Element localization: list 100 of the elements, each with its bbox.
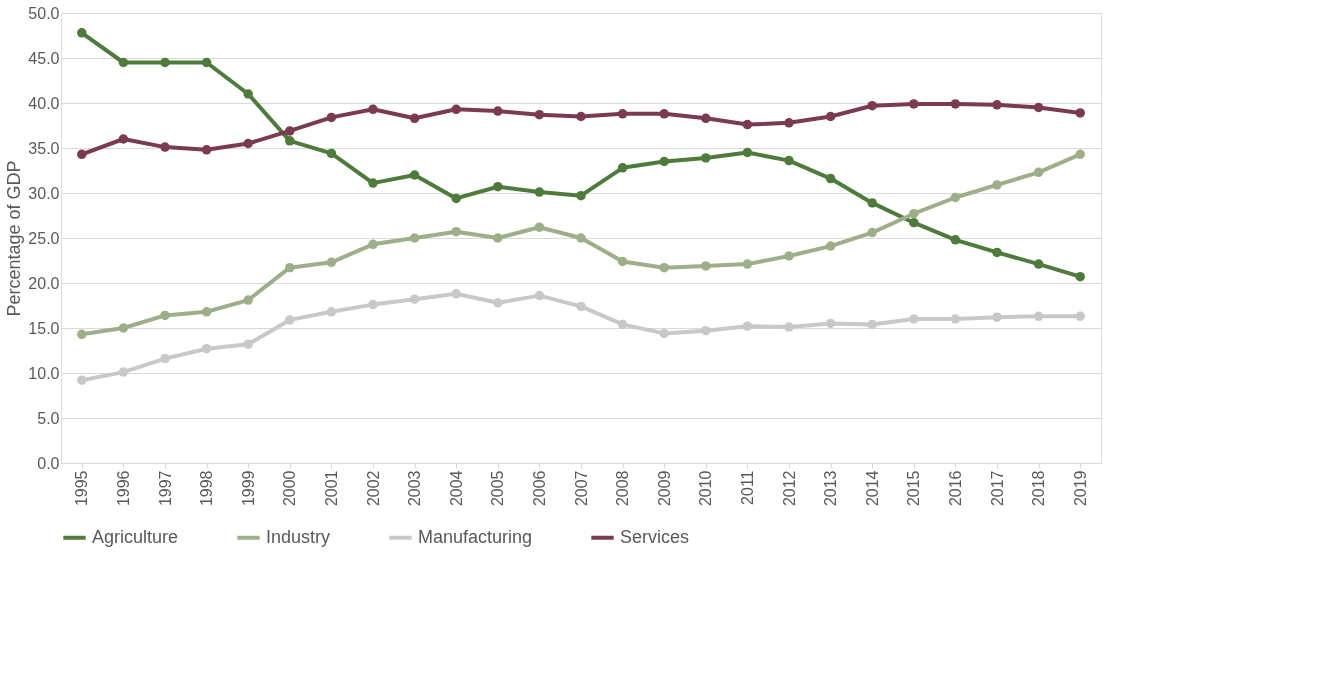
point: [326, 112, 337, 123]
x-tick-label: 2011: [738, 470, 756, 505]
point: [285, 136, 295, 146]
point: [534, 222, 545, 232]
point: [742, 147, 753, 158]
x-tick-label: 1995: [73, 470, 91, 507]
point: [950, 192, 961, 203]
point: [118, 323, 129, 333]
point: [493, 298, 503, 308]
point: [160, 353, 170, 364]
point: [160, 142, 170, 152]
point: [368, 178, 378, 188]
point: [1075, 108, 1085, 118]
legend-label: Manufacturing: [418, 526, 533, 547]
point: [950, 314, 961, 324]
point: [285, 315, 295, 325]
point: [825, 241, 836, 251]
point: [784, 118, 794, 128]
point: [201, 145, 212, 155]
point: [950, 99, 961, 109]
point: [1033, 167, 1044, 178]
x-tick-label: 2014: [863, 470, 881, 507]
point: [77, 329, 87, 340]
point: [909, 208, 919, 219]
x-tick-label: 2006: [530, 470, 548, 507]
point: [451, 226, 461, 237]
x-tick-label: 2000: [281, 470, 299, 507]
x-tick-label: 2010: [697, 470, 715, 507]
point: [326, 148, 337, 159]
x-tick-label: 2016: [946, 470, 964, 507]
y-tick-label: 25.0: [28, 229, 60, 247]
y-tick-label: 30.0: [28, 184, 60, 202]
point: [201, 343, 212, 354]
point: [160, 57, 170, 68]
point: [451, 104, 461, 115]
point: [118, 57, 129, 68]
point: [160, 310, 170, 321]
point: [243, 138, 253, 149]
point: [326, 257, 337, 268]
point: [409, 233, 420, 243]
x-tick-label: 2015: [905, 470, 923, 507]
point: [243, 295, 253, 305]
x-tick-label: 2003: [406, 470, 424, 507]
x-tick-label: 1999: [239, 470, 257, 507]
point: [992, 247, 1002, 258]
x-tick-label: 2008: [614, 470, 632, 507]
point: [992, 312, 1002, 322]
y-tick-label: 40.0: [28, 94, 60, 112]
x-tick-label: 1996: [114, 470, 132, 507]
point: [909, 314, 919, 324]
x-tick-label: 2005: [489, 470, 507, 507]
point: [992, 180, 1002, 190]
point: [784, 322, 794, 332]
point: [617, 109, 628, 119]
x-tick-label: 2009: [655, 470, 673, 507]
point: [701, 153, 711, 163]
x-tick-label: 1998: [198, 470, 216, 507]
point: [451, 289, 461, 299]
x-tick-label: 2007: [572, 470, 590, 507]
point: [1075, 311, 1085, 322]
y-tick-label: 50.0: [28, 4, 60, 22]
point: [659, 156, 669, 167]
point: [201, 57, 212, 68]
point: [784, 155, 794, 166]
point: [742, 321, 753, 331]
point: [617, 163, 628, 173]
y-tick-label: 15.0: [28, 319, 60, 337]
x-tick-label: 2004: [447, 470, 465, 507]
point: [534, 290, 545, 301]
point: [368, 239, 378, 250]
point: [493, 106, 503, 116]
point: [867, 319, 877, 330]
point: [534, 187, 545, 197]
legend-label: Agriculture: [92, 526, 179, 547]
point: [701, 113, 711, 124]
point: [784, 251, 794, 261]
point: [409, 113, 420, 124]
x-tick-label: 2013: [822, 470, 840, 507]
y-tick-label: 35.0: [28, 139, 60, 157]
point: [493, 181, 503, 192]
y-tick-label: 10.0: [28, 364, 60, 382]
point: [326, 307, 337, 317]
legend-label: Services: [620, 526, 690, 547]
point: [1075, 149, 1085, 160]
point: [118, 134, 129, 144]
point: [825, 318, 836, 329]
x-tick-label: 2019: [1071, 470, 1089, 507]
point: [576, 301, 586, 312]
point: [1033, 259, 1044, 269]
point: [742, 259, 753, 269]
x-tick-label: 2017: [988, 470, 1006, 507]
point: [409, 170, 420, 180]
point: [742, 119, 753, 130]
y-tick-label: 5.0: [37, 409, 60, 427]
point: [992, 100, 1002, 110]
x-tick-label: 1997: [156, 470, 174, 507]
y-tick-label: 20.0: [28, 274, 60, 292]
point: [1033, 102, 1044, 113]
point: [867, 227, 877, 238]
point: [825, 111, 836, 122]
